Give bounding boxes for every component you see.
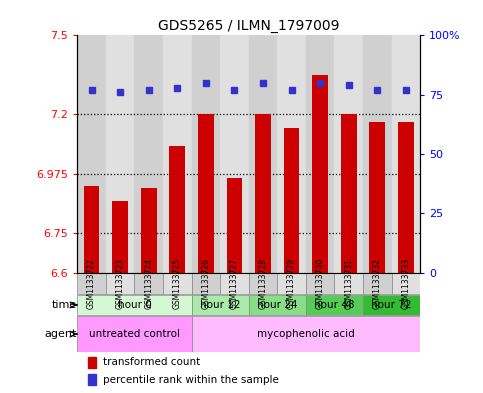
Title: GDS5265 / ILMN_1797009: GDS5265 / ILMN_1797009 [158, 19, 340, 33]
Text: percentile rank within the sample: percentile rank within the sample [103, 375, 279, 385]
Bar [255, 114, 271, 273]
Bar [192, 35, 220, 273]
Text: agent: agent [44, 329, 77, 339]
Bar [77, 295, 192, 315]
Bar [306, 295, 363, 315]
Bar [306, 273, 334, 294]
Text: GSM1133722: GSM1133722 [87, 258, 96, 309]
Text: hour 24: hour 24 [257, 300, 298, 310]
Bar [277, 273, 306, 294]
Bar [87, 375, 96, 386]
Bar [106, 35, 134, 273]
Text: untreated control: untreated control [89, 329, 180, 339]
Bar [77, 273, 106, 294]
Bar [192, 295, 249, 315]
Text: GSM1133724: GSM1133724 [144, 258, 153, 309]
Bar [106, 273, 134, 294]
Bar [398, 122, 414, 273]
Bar [284, 128, 299, 273]
Text: hour 72: hour 72 [371, 300, 412, 310]
Bar [392, 273, 420, 294]
Bar [363, 295, 420, 315]
Bar [141, 188, 156, 273]
Bar [84, 185, 99, 273]
Bar [277, 35, 306, 273]
Text: GSM1133723: GSM1133723 [115, 258, 125, 309]
Text: GSM1133726: GSM1133726 [201, 258, 211, 309]
Bar [392, 35, 420, 273]
Text: GSM1133727: GSM1133727 [230, 258, 239, 309]
Text: GSM1133731: GSM1133731 [344, 258, 353, 309]
Text: mycophenolic acid: mycophenolic acid [257, 329, 355, 339]
Bar [249, 35, 277, 273]
Bar [77, 316, 192, 352]
Bar [77, 35, 106, 273]
Bar [341, 114, 356, 273]
Text: hour 48: hour 48 [314, 300, 355, 310]
Bar [220, 35, 249, 273]
Bar [249, 295, 306, 315]
Bar [227, 178, 242, 273]
Bar [249, 273, 277, 294]
Text: GSM1133729: GSM1133729 [287, 258, 296, 309]
Bar [112, 202, 128, 273]
Text: GSM1133728: GSM1133728 [258, 258, 268, 309]
Text: GSM1133730: GSM1133730 [316, 258, 325, 309]
Bar [192, 316, 420, 352]
Bar [363, 35, 392, 273]
Bar [134, 273, 163, 294]
Bar [134, 35, 163, 273]
Bar [192, 273, 220, 294]
Text: GSM1133732: GSM1133732 [373, 258, 382, 309]
Text: GSM1133733: GSM1133733 [401, 258, 411, 309]
Bar [163, 273, 192, 294]
Bar [170, 146, 185, 273]
Bar [163, 35, 192, 273]
Text: time: time [52, 300, 77, 310]
Bar [198, 114, 214, 273]
Bar [220, 273, 249, 294]
Text: transformed count: transformed count [103, 357, 200, 367]
Bar [313, 75, 328, 273]
Text: GSM1133725: GSM1133725 [173, 258, 182, 309]
Bar [334, 273, 363, 294]
Bar [363, 273, 392, 294]
Text: hour 12: hour 12 [200, 300, 241, 310]
Bar [306, 35, 334, 273]
Bar [87, 357, 96, 368]
Bar [334, 35, 363, 273]
Text: hour 0: hour 0 [117, 300, 151, 310]
Bar [369, 122, 385, 273]
